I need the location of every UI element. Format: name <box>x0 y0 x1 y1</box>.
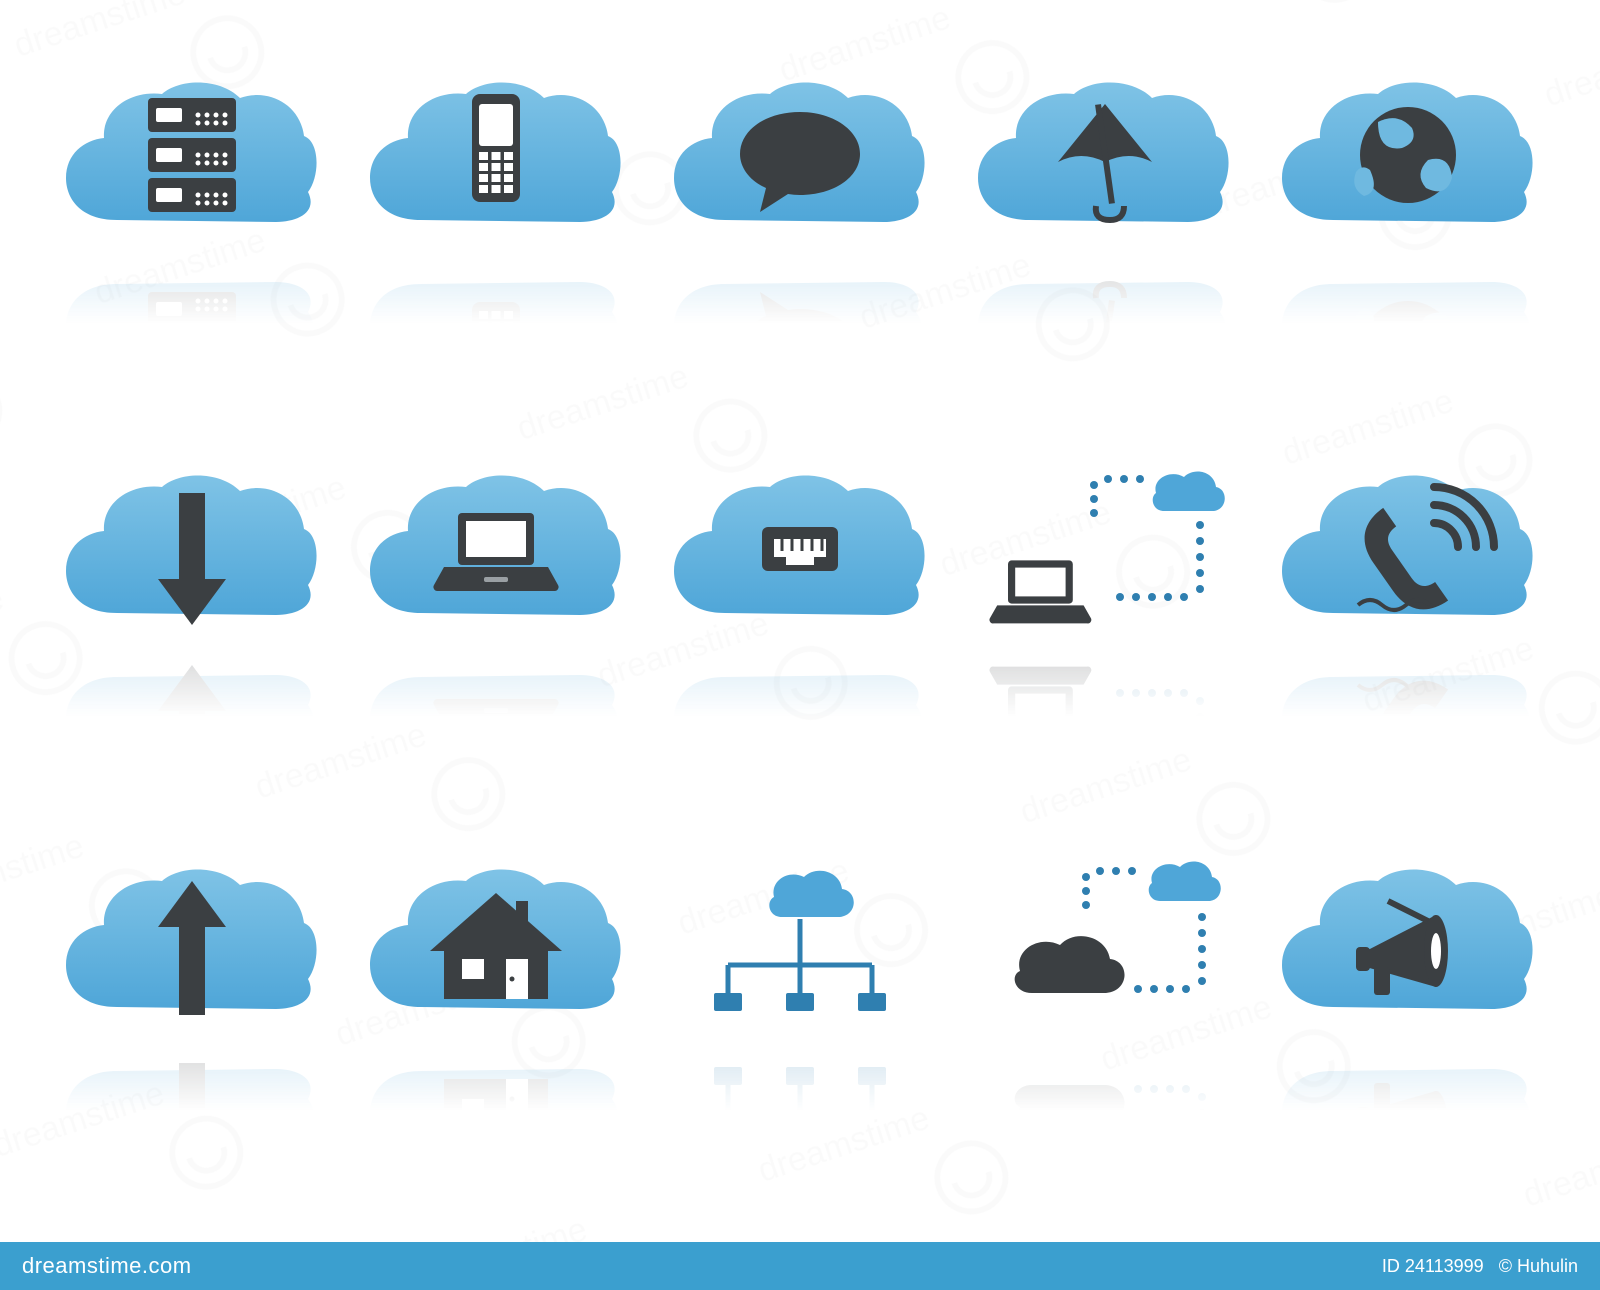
cloud-upload-icon <box>50 847 334 1200</box>
cloud-umbrella-icon <box>962 60 1246 413</box>
cloud-chat-icon <box>658 60 942 413</box>
cloud-port-icon <box>658 453 942 806</box>
cloud-globe-icon <box>1266 60 1550 413</box>
footer-bar: dreamstime.com ID 24113999 © Huhulin <box>0 1242 1600 1290</box>
cloud-megaphone-icon <box>1266 847 1550 1200</box>
footer-site: dreamstime.com <box>22 1253 192 1279</box>
cloud-download-icon <box>50 453 334 806</box>
cloud-sync-cloud-icon <box>962 847 1246 1200</box>
cloud-sync-laptop-icon <box>962 453 1246 806</box>
cloud-network-icon <box>658 847 942 1200</box>
cloud-phone-signal-icon <box>1266 453 1550 806</box>
cloud-mobile-icon <box>354 60 638 413</box>
icon-grid <box>50 60 1550 1200</box>
cloud-home-icon <box>354 847 638 1200</box>
cloud-laptop-icon <box>354 453 638 806</box>
cloud-server-icon <box>50 60 334 413</box>
footer-credit: ID 24113999 © Huhulin <box>1382 1256 1578 1277</box>
